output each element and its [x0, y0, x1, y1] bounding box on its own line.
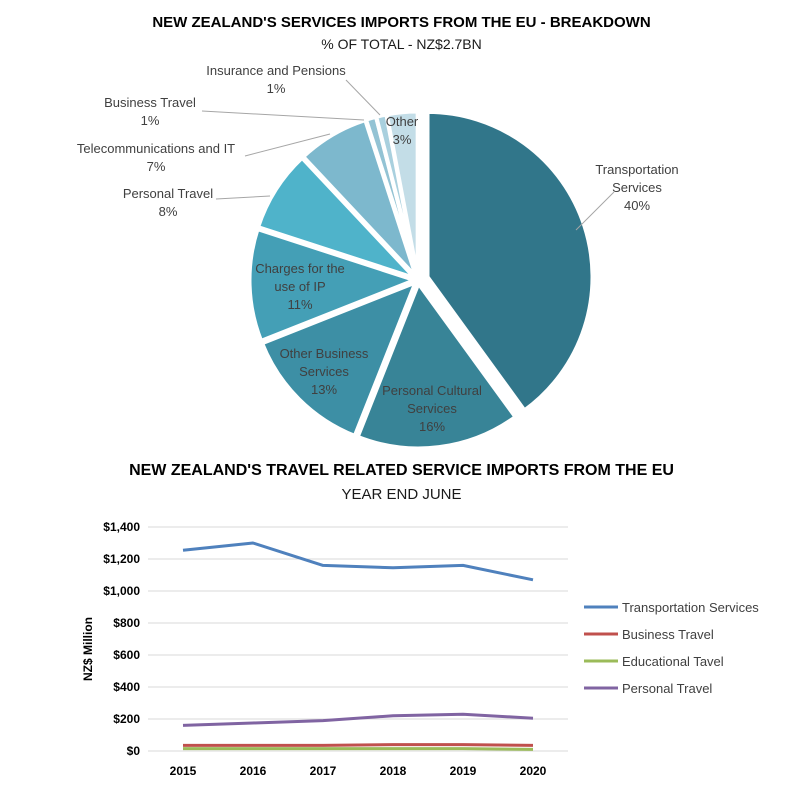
y-tick-label: $0: [127, 744, 141, 758]
pie-slice-label: Services: [407, 401, 457, 416]
y-tick-label: $400: [113, 680, 140, 694]
pie-slice: [355, 279, 519, 451]
pie-slice-label: Charges for the: [255, 261, 345, 276]
line-chart: $0 $200 $400 $600 $800 $1,000 $1,200 $1,400 2015…: [81, 520, 759, 778]
pie-slice-percent: 1%: [141, 113, 160, 128]
x-tick-label: 2020: [520, 764, 547, 778]
pie-slice-percent: 11%: [287, 297, 312, 312]
pie-slice-label: Other: [386, 114, 419, 129]
series-line: [182, 712, 534, 727]
pie-slice-percent: 40%: [624, 198, 650, 213]
pie-slice-label: Insurance and Pensions: [206, 63, 346, 78]
legend-entry: Personal Travel: [622, 681, 712, 696]
x-tick-label: 2017: [310, 764, 337, 778]
pie-slice-label: Business Travel: [104, 95, 196, 110]
pie-chart-title: NEW ZEALAND'S SERVICES IMPORTS FROM THE …: [152, 14, 651, 31]
pie-slice-percent: 1%: [267, 81, 286, 96]
pie-leader-line: [244, 133, 331, 157]
pie-slice-label: Other Business: [280, 346, 369, 361]
y-tick-label: $200: [113, 712, 140, 726]
pie-slice-label: Transportation: [595, 162, 678, 177]
pie-slice-percent: 3%: [393, 132, 412, 147]
pie-leader-line: [201, 110, 365, 121]
pie-leader-line: [215, 195, 271, 200]
pie-slice-label: Services: [299, 364, 349, 379]
series-line: [182, 541, 534, 582]
pie-slice: [247, 226, 421, 344]
pie-chart: Transportation Services 40% Personal Cultur…: [77, 63, 679, 451]
pie-slice-label: Services: [612, 180, 662, 195]
pie-slice-percent: 8%: [159, 204, 178, 219]
pie-leader-line: [575, 191, 615, 231]
legend-entry: Business Travel: [622, 627, 714, 642]
pie-slice-label: use of IP: [274, 279, 325, 294]
pie-slice-label: Personal Cultural: [382, 383, 482, 398]
y-tick-label: $1,400: [103, 520, 140, 534]
x-tick-label: 2016: [240, 764, 267, 778]
pie-chart-subtitle: % OF TOTAL - NZ$2.7BN: [321, 36, 482, 52]
line-chart-subtitle: YEAR END JUNE: [341, 486, 462, 503]
x-tick-label: 2018: [380, 764, 407, 778]
legend-entry: Educational Tavel: [622, 654, 724, 669]
pie-slice-percent: 16%: [419, 419, 445, 434]
pie-slice: [384, 109, 420, 277]
x-tick-label: 2019: [450, 764, 477, 778]
y-axis-label: NZ$ Million: [81, 617, 95, 681]
series-line: [183, 743, 534, 747]
pie-slice: [425, 109, 595, 414]
x-tick-label: 2015: [170, 764, 197, 778]
y-tick-label: $800: [113, 616, 140, 630]
y-tick-label: $1,200: [103, 552, 140, 566]
pie-slice-label: Telecommunications and IT: [77, 141, 235, 156]
y-tick-label: $1,000: [103, 584, 140, 598]
pie-leader-line: [345, 79, 381, 116]
pie-slice-percent: 7%: [147, 159, 166, 174]
y-tick-label: $600: [113, 648, 140, 662]
series-line: [183, 747, 534, 751]
pie-slice-label: Personal Travel: [123, 186, 213, 201]
pie-slice-percent: 13%: [311, 382, 337, 397]
pie-slice: [259, 278, 420, 439]
line-chart-title: NEW ZEALAND'S TRAVEL RELATED SERVICE IMP…: [129, 462, 674, 479]
legend-entry: Transportation Services: [622, 600, 759, 615]
